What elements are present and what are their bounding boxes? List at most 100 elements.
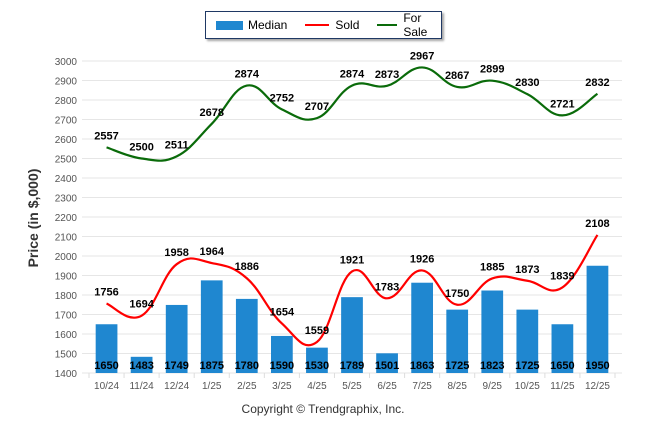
median-bar [341, 297, 363, 373]
for-sale-label: 2511 [165, 139, 189, 151]
sold-label: 1873 [515, 264, 539, 276]
x-tick-label: 9/25 [483, 381, 503, 392]
y-tick-label: 1700 [55, 311, 78, 322]
median-bar-label: 1650 [94, 360, 118, 372]
sold-label: 1964 [199, 246, 224, 258]
y-tick-label: 1600 [55, 330, 78, 341]
y-tick-label: 2100 [55, 233, 78, 244]
median-bar [481, 290, 504, 373]
for-sale-label: 2873 [375, 69, 399, 81]
median-bar [516, 309, 539, 373]
legend-item-for-sale[interactable]: For Sale [369, 11, 441, 39]
y-tick-label: 2300 [55, 194, 78, 205]
for-sale-label: 2867 [445, 70, 469, 82]
median-bar-label: 1823 [480, 360, 504, 372]
x-tick-label: 1/25 [202, 381, 222, 392]
legend-swatch-for-sale [377, 24, 398, 26]
median-bar-label: 1950 [585, 360, 609, 372]
median-bar [235, 298, 258, 373]
median-bar-label: 1725 [515, 360, 539, 372]
y-axis-title: Price (in $,000) [25, 168, 41, 268]
legend-item-median[interactable]: Median [216, 18, 287, 32]
legend-swatch-median [216, 20, 243, 30]
sold-label: 1694 [129, 299, 154, 311]
sold-label: 1921 [340, 254, 364, 266]
median-bar [95, 324, 118, 373]
x-tick-label: 5/25 [342, 381, 362, 392]
sold-label: 1926 [410, 253, 434, 265]
legend-swatch-sold [305, 24, 330, 26]
median-bar [271, 335, 293, 373]
x-tick-label: 11/24 [129, 381, 154, 392]
median-bar [306, 347, 328, 373]
y-tick-label: 1800 [55, 291, 78, 302]
median-bar [200, 280, 223, 373]
for-sale-label: 2874 [235, 69, 260, 81]
x-tick-label: 12/24 [164, 381, 189, 392]
median-bar [376, 353, 398, 373]
x-tick-label: 4/25 [307, 381, 327, 392]
legend-label-sold: Sold [335, 18, 360, 32]
for-sale-label: 2832 [585, 77, 609, 89]
sold-label: 1750 [445, 288, 469, 300]
for-sale-line [106, 66, 599, 162]
sold-label: 1839 [550, 270, 574, 282]
median-bar [551, 324, 574, 373]
y-tick-label: 1400 [55, 369, 78, 380]
for-sale-label: 2899 [480, 64, 504, 76]
sold-label: 1885 [480, 261, 504, 273]
median-bar-label: 1875 [199, 360, 223, 372]
median-bar [411, 282, 433, 373]
median-bar-label: 1483 [129, 360, 153, 372]
x-tick-label: 11/25 [550, 381, 575, 392]
median-bar [586, 265, 609, 373]
sold-line [106, 234, 599, 347]
y-tick-label: 2900 [55, 77, 78, 88]
x-tick-label: 2/25 [237, 381, 257, 392]
median-bar-label: 1863 [410, 360, 434, 372]
sold-label: 1559 [305, 325, 329, 337]
median-bar [130, 356, 153, 373]
y-tick-label: 2700 [55, 116, 78, 127]
for-sale-label: 2874 [340, 69, 365, 81]
copyright-text: Copyright © Trendgraphix, Inc. [241, 402, 405, 416]
y-tick-label: 2200 [55, 213, 78, 224]
median-bar-label: 1650 [550, 360, 574, 372]
median-bar [446, 309, 469, 373]
data-labels: 1650 1483 1749 1875 1780 1590 1530 1789 1501 1863… [94, 50, 609, 372]
y-tick-label: 1500 [55, 350, 78, 361]
sold-label: 1958 [164, 247, 188, 259]
median-bar-label: 1789 [340, 360, 364, 372]
median-bar-label: 1749 [164, 360, 188, 372]
median-bar-label: 1590 [270, 360, 294, 372]
x-tick-label: 7/25 [412, 381, 432, 392]
for-sale-label: 2721 [550, 98, 574, 110]
x-tick-label: 3/25 [272, 381, 292, 392]
for-sale-label: 2500 [129, 142, 153, 154]
y-tick-label: 3000 [55, 57, 78, 68]
y-tick-label: 2400 [55, 174, 78, 185]
x-tick-label: 6/25 [377, 381, 397, 392]
x-tick-label: 10/25 [515, 381, 540, 392]
sold-label: 1783 [375, 281, 399, 293]
median-bar-label: 1501 [375, 360, 399, 372]
legend: Median Sold For Sale [205, 11, 442, 39]
x-tick-label: 12/25 [585, 381, 610, 392]
for-sale-label: 2678 [199, 107, 223, 119]
median-bar-label: 1780 [235, 360, 259, 372]
y-tick-label: 2000 [55, 252, 78, 263]
sold-label: 1756 [94, 287, 118, 299]
y-tick-label: 1900 [55, 272, 78, 283]
median-bar [165, 304, 188, 373]
legend-label-for-sale: For Sale [403, 11, 428, 39]
sold-label: 1654 [270, 306, 295, 318]
for-sale-label: 2752 [270, 92, 294, 104]
legend-label-median: Median [248, 18, 288, 32]
y-tick-label: 2600 [55, 135, 78, 146]
median-bar-label: 1530 [305, 360, 329, 372]
sold-label: 1886 [235, 261, 259, 273]
for-sale-label: 2707 [305, 101, 329, 113]
series-lines [106, 66, 599, 347]
legend-item-sold[interactable]: Sold [297, 18, 359, 32]
